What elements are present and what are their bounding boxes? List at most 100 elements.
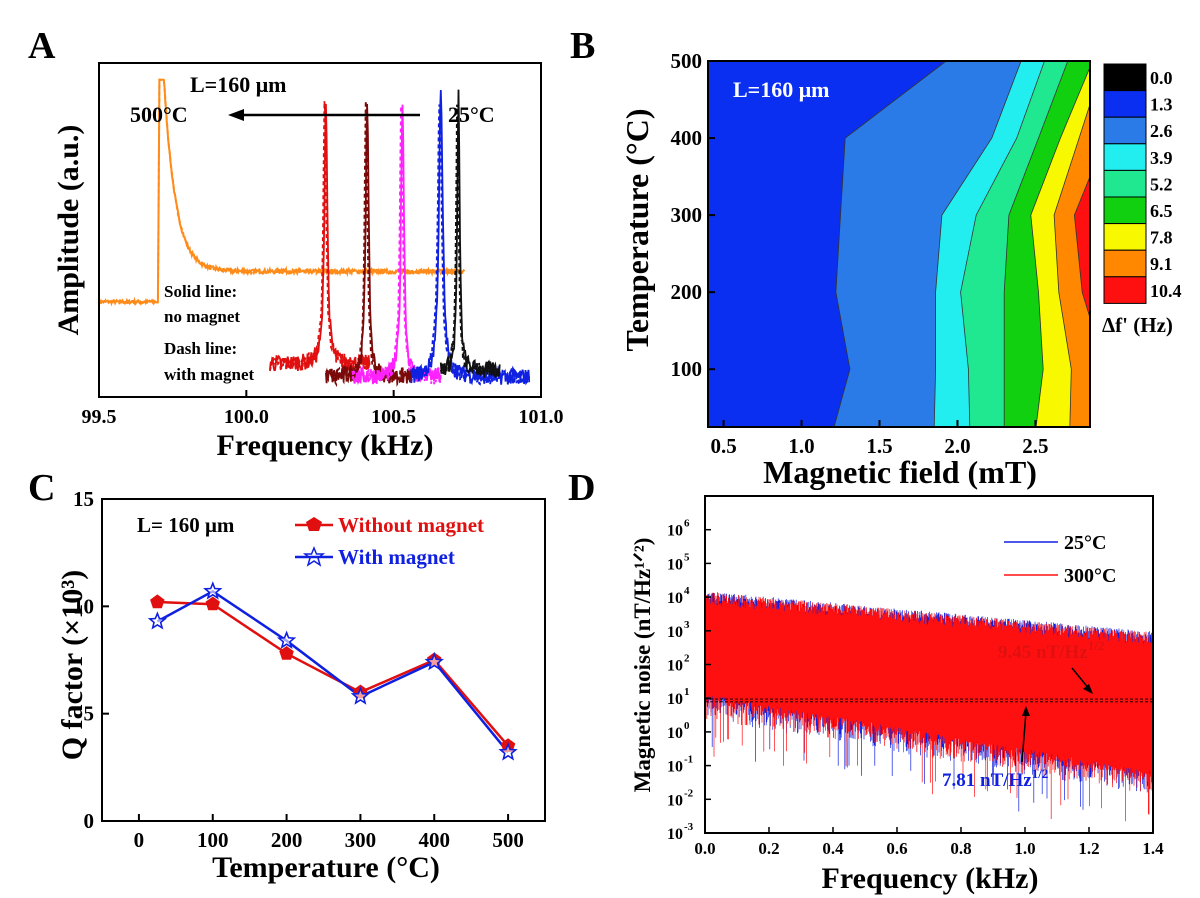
panel-b-xtick-label: 1.0 (788, 434, 814, 458)
panel-d-xtick-label: 1.4 (1142, 839, 1164, 858)
panel-d-ytick-label: 10 (667, 556, 683, 573)
panel-b-ticks: 0.5 1.0 1.5 2.0 2.5 100 200 300 400 500 (671, 49, 1049, 458)
panel-b-xtick-label: 2.5 (1022, 434, 1048, 458)
legend-marker-with (302, 546, 326, 567)
legend-label-25c: 25°C (1064, 532, 1106, 554)
panel-b-ytick-label: 300 (671, 203, 703, 227)
panel-d-ytick-label: 10 (667, 759, 683, 776)
colorbar-swatch-10.4 (1103, 276, 1147, 304)
colorbar-label-7.8: 7.8 (1150, 228, 1173, 248)
colorbar-label-5.2: 5.2 (1150, 174, 1173, 194)
panel-c-frame (101, 498, 546, 822)
colorbar-label-1.3: 1.3 (1150, 95, 1173, 115)
panel-a-xtick-label: 100.0 (224, 406, 269, 428)
panel-d: 0.0 0.2 0.4 0.6 0.8 1.0 1.2 1.410-310-210-110 01… (630, 495, 1164, 895)
panel-c-ytick-label: 0 (84, 809, 95, 833)
panel-d-ylabel: Magnetic noise (nT/Hz¹ᐟ²) (630, 538, 655, 793)
anno-blue-arrow (1021, 711, 1027, 763)
panel-a-legend-4: with magnet (164, 365, 255, 384)
panel-a-xtick-label: 101.0 (519, 406, 564, 428)
panel-c-series (147, 581, 518, 761)
panel-d-xtick-label: 0.8 (950, 839, 971, 858)
panel-a-xtick-label: 100.5 (371, 406, 416, 428)
anno-blue-text: 7.81 nT/Hz (942, 770, 1032, 791)
panel-c-ylabel-text: Q factor (×10³) (56, 570, 89, 760)
panel-label-b: B (570, 25, 595, 67)
legend-label-with: With magnet (338, 545, 455, 569)
colorbar-swatch-9.1 (1103, 249, 1147, 278)
panel-b-annotation: L=160 μm (733, 77, 830, 102)
panel-b-xtick-label: 1.5 (866, 434, 892, 458)
anno-red-sup: 1/2 (1088, 638, 1105, 653)
panel-d-annotation-blue: 7.81 nT/Hz1/2 (942, 766, 1048, 791)
panel-b-ylabel: Temperature (°C) (619, 109, 655, 352)
panel-c-point-without (205, 596, 220, 611)
panel-c-ticks: 0 100 200 300 400 500 0 5 10 15 (73, 487, 524, 852)
anno-blue-sup: 1/2 (1032, 766, 1049, 781)
panel-a-legend-3: Dash line: (164, 339, 237, 358)
colorbar-label-6.5: 6.5 (1150, 201, 1173, 221)
panel-d-ticks: 0.0 0.2 0.4 0.6 0.8 1.0 1.2 1.410-310-210-110 01… (667, 518, 1164, 858)
panel-c-ytick-label: 5 (84, 702, 95, 726)
panel-c-annotation: L= 160 μm (137, 513, 235, 537)
colorbar-label-0.0: 0.0 (1150, 68, 1173, 88)
legend-label-300c: 300°C (1064, 565, 1116, 587)
colorbar-swatch-2.6 (1103, 116, 1147, 145)
panel-d-xtick-label: 0.4 (822, 839, 844, 858)
panel-a-xlabel: Frequency (kHz) (217, 429, 434, 462)
colorbar-label-9.1: 9.1 (1150, 254, 1173, 274)
colorbar-swatch-7.8 (1103, 223, 1147, 251)
panel-a-curve-4-dash (410, 104, 531, 386)
colorbar-label-10.4: 10.4 (1150, 281, 1182, 301)
panel-c: 0 100 200 300 400 500 0 5 10 15 L= 160 μm Without… (56, 487, 546, 884)
panel-b-xtick-label: 0.5 (710, 434, 736, 458)
panel-d-ytick-exp: -2 (684, 787, 694, 799)
panel-c-line-0 (157, 600, 510, 747)
panel-a-curve-5-dash (439, 104, 501, 380)
colorbar-swatch-6.5 (1103, 196, 1147, 225)
panel-d-ytick-label: 10 (667, 691, 683, 708)
panel-a-note-right: 25°C (448, 102, 495, 127)
panel-a-curve-5-solid (439, 89, 501, 377)
colorbar-swatch-3.9 (1103, 143, 1147, 171)
panel-b-xtick-label: 2.0 (944, 434, 970, 458)
panel-a-annotation: L=160 μm (190, 72, 287, 97)
legend-marker-without (306, 517, 322, 531)
panel-d-xtick-label: 1.0 (1014, 839, 1035, 858)
anno-red-text: 9.45 nT/Hz (998, 642, 1088, 663)
panel-a: 99.5 100.0 100.5 101.0 L=160 μm 500°C 25°C … (52, 62, 564, 462)
panel-c-point-with (203, 581, 223, 600)
panel-c-ylabel: Q factor (×10³) (56, 570, 89, 760)
panel-c-xtick-label: 0 (134, 828, 145, 852)
panel-d-ytick-exp: 3 (684, 619, 690, 631)
panel-d-xtick-label: 0.6 (886, 839, 907, 858)
panel-d-xtick-label: 0.0 (694, 839, 715, 858)
panel-d-ytick-exp: -1 (684, 754, 693, 766)
panel-label-c: C (28, 467, 55, 509)
panel-a-legend-2: no magnet (164, 307, 240, 326)
panel-d-series (705, 592, 1153, 822)
panel-b-colorbar-label: Δf' (Hz) (1102, 313, 1173, 337)
panel-c-legend: Without magnet With magnet (295, 513, 484, 569)
panel-a-curve-2-dash (325, 100, 412, 388)
colorbar-label-3.9: 3.9 (1150, 148, 1173, 168)
panel-c-line-1 (156, 589, 510, 754)
panel-c-point-without (150, 594, 165, 609)
panel-b-region-9.1 (1053, 103, 1090, 427)
panel-a-curve-4-solid (410, 89, 531, 386)
panel-d-ytick-label: 10 (667, 826, 683, 843)
colorbar-swatch-5.2 (1103, 169, 1147, 198)
panel-d-xlabel: Frequency (kHz) (822, 862, 1039, 895)
panel-d-ytick-label: 10 (667, 792, 683, 809)
panel-d-ytick-label: 10 (667, 725, 683, 742)
panel-b-region-10.4 (1073, 175, 1090, 320)
panel-a-legend-1: Solid line: (164, 282, 237, 301)
panel-a-series (98, 78, 531, 388)
panel-label-d: D (568, 467, 595, 509)
colorbar-label-2.6: 2.6 (1150, 121, 1173, 141)
panel-d-xtick-label: 1.2 (1078, 839, 1099, 858)
panel-b-colorbar: 0.0 1.3 2.6 3.9 5.2 6.5 7.8 9.1 10.4 (1103, 63, 1182, 304)
panel-b-contours (708, 61, 1090, 427)
panel-c-ytick-label: 10 (73, 594, 94, 618)
